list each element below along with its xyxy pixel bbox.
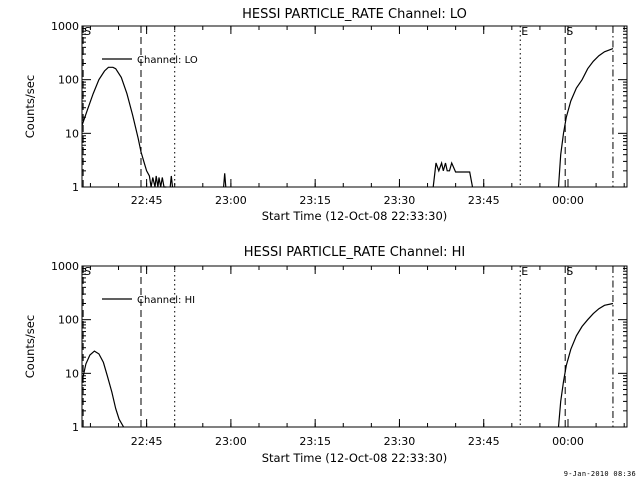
x-tick-label: 23:15 bbox=[299, 194, 331, 207]
x-tick-label: 23:15 bbox=[299, 435, 331, 448]
x-tick-label: 23:00 bbox=[215, 194, 247, 207]
series-line-segment bbox=[223, 173, 227, 188]
y-tick-label: 1000 bbox=[51, 20, 79, 33]
y-tick-label: 1 bbox=[72, 181, 79, 194]
series-line-segment bbox=[557, 302, 614, 428]
legend-label: Channel: HI bbox=[137, 295, 195, 306]
y-axis-label: Counts/sec bbox=[23, 75, 37, 138]
event-marker-label: S bbox=[84, 25, 91, 38]
event-marker-label: S bbox=[566, 25, 573, 38]
x-tick-label: 22:45 bbox=[131, 194, 163, 207]
series-line-segment bbox=[557, 48, 614, 188]
x-tick-label: 00:00 bbox=[552, 194, 584, 207]
x-axis-label: Start Time (12-Oct-08 22:33:30) bbox=[262, 451, 448, 465]
y-tick-label: 1000 bbox=[51, 260, 79, 273]
y-axis-label: Counts/sec bbox=[23, 315, 37, 378]
timestamp: 9-Jan-2010 08:36 bbox=[563, 470, 636, 478]
plot-frame bbox=[81, 25, 628, 188]
x-tick-label: 23:45 bbox=[468, 435, 500, 448]
x-tick-label: 23:45 bbox=[468, 194, 500, 207]
series-line-segment bbox=[81, 66, 167, 188]
x-axis-label: Start Time (12-Oct-08 22:33:30) bbox=[262, 209, 448, 223]
chart-title: HESSI PARTICLE_RATE Channel: HI bbox=[244, 245, 465, 260]
x-tick-label: 22:45 bbox=[131, 435, 163, 448]
x-tick-label: 00:00 bbox=[552, 435, 584, 448]
series-line-segment bbox=[81, 350, 125, 428]
event-marker-label: E bbox=[521, 265, 528, 278]
chart-panel-lo: HESSI PARTICLE_RATE Channel: LO 1 10 100 100… bbox=[23, 7, 628, 223]
series-line-segment bbox=[432, 160, 474, 188]
event-marker-label: S bbox=[566, 265, 573, 278]
legend-label: Channel: LO bbox=[137, 55, 198, 66]
x-tick-label: 23:00 bbox=[215, 435, 247, 448]
event-marker-label: E bbox=[521, 25, 528, 38]
y-tick-label: 10 bbox=[65, 367, 79, 380]
y-tick-label: 10 bbox=[65, 127, 79, 140]
y-tick-label: 100 bbox=[58, 314, 79, 327]
y-tick-label: 1 bbox=[72, 421, 79, 434]
chart-panel-hi: HESSI PARTICLE_RATE Channel: HI 1 10 100 100… bbox=[23, 245, 628, 465]
x-tick-label: 23:30 bbox=[384, 435, 416, 448]
plot-frame bbox=[81, 265, 628, 428]
event-marker-label: S bbox=[84, 265, 91, 278]
x-tick-label: 23:30 bbox=[384, 194, 416, 207]
chart-title: HESSI PARTICLE_RATE Channel: LO bbox=[242, 7, 467, 22]
series-line-segment bbox=[169, 175, 174, 188]
y-tick-label: 100 bbox=[58, 74, 79, 87]
